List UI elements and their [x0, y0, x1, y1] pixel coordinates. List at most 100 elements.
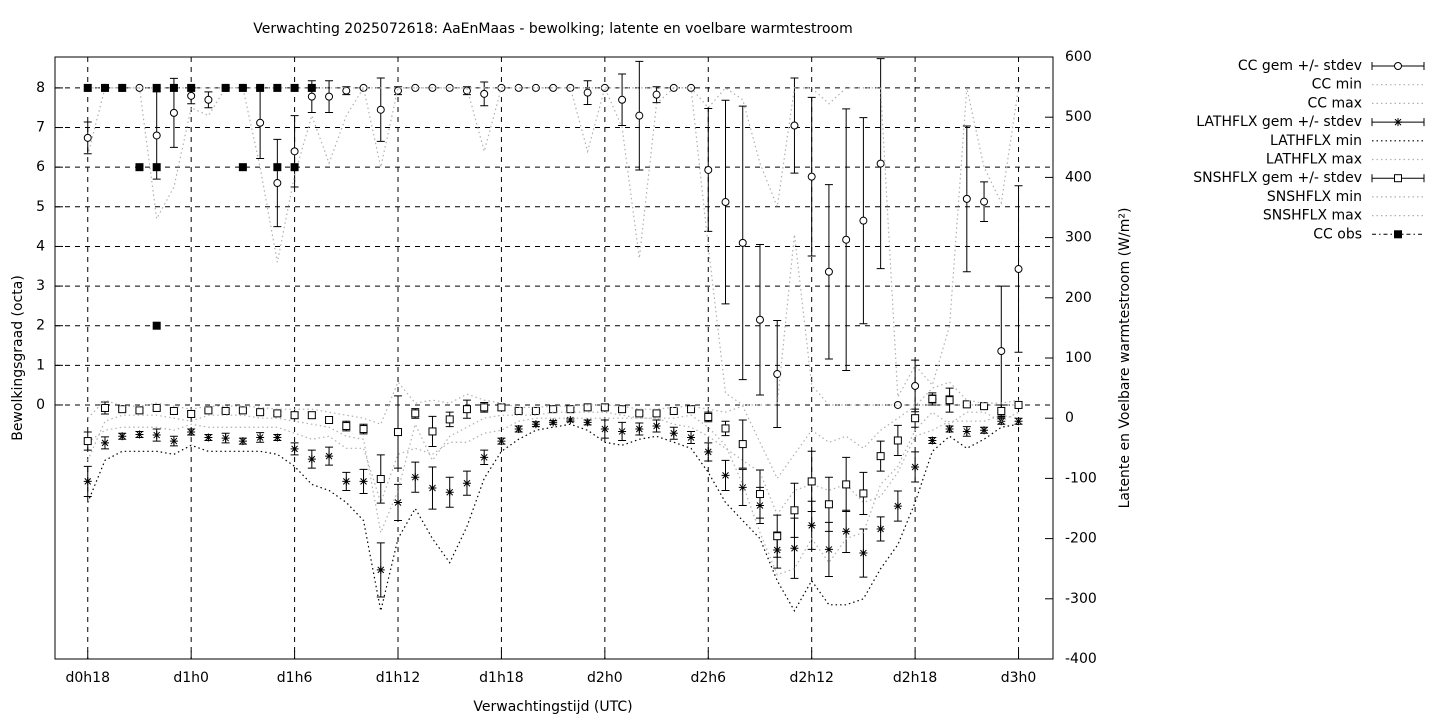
data-point [307, 411, 316, 420]
legend-label: LATHFLX max [1266, 152, 1362, 168]
y2-tick-label: 100 [1065, 350, 1092, 366]
data-point [428, 484, 437, 493]
data-point [445, 488, 454, 497]
data-point [652, 90, 661, 99]
data-point [221, 434, 230, 443]
x-axis-label: Verwachtingstijd (UTC) [473, 699, 632, 715]
data-point [893, 502, 902, 511]
data-point [824, 545, 833, 554]
data-point [221, 83, 230, 92]
data-point [135, 430, 144, 439]
data-point [342, 86, 351, 95]
data-point [152, 131, 161, 140]
data-point [342, 477, 351, 486]
legend-marker [1394, 62, 1402, 70]
data-point [928, 436, 937, 445]
y-tick-label: 6 [36, 159, 45, 175]
legend-marker [1394, 174, 1402, 183]
data-point [221, 406, 230, 415]
y2-tick-label: 500 [1065, 109, 1092, 125]
data-point [307, 83, 316, 92]
data-point [704, 412, 713, 421]
data-point [842, 235, 851, 244]
data-point [635, 409, 644, 418]
y-axis-label: Bewolkingsgraad (octa) [10, 275, 26, 441]
data-point [307, 455, 316, 464]
y2-tick-label: -100 [1065, 470, 1097, 486]
data-point [652, 409, 661, 418]
data-point [876, 159, 885, 168]
data-point [773, 370, 782, 379]
data-point [911, 462, 920, 471]
data-point [256, 83, 265, 92]
data-point [480, 89, 489, 98]
x-tick-label: d0h18 [66, 670, 110, 686]
data-point [238, 437, 247, 446]
data-point [118, 405, 127, 414]
legend-marker [1394, 230, 1402, 239]
data-point [738, 238, 747, 247]
y-tick-label: 5 [36, 199, 45, 215]
data-point [618, 405, 627, 414]
y-tick-label: 7 [36, 120, 45, 136]
data-point [600, 83, 609, 92]
data-point [273, 179, 282, 188]
data-point [876, 524, 885, 533]
data-point [583, 88, 592, 97]
data-point [1014, 417, 1023, 426]
data-point [893, 436, 902, 445]
data-point [911, 381, 920, 390]
data-point [238, 163, 247, 172]
y-tick-label: 3 [36, 278, 45, 294]
data-point [531, 83, 540, 92]
data-point [238, 83, 247, 92]
data-point [290, 411, 299, 420]
data-point [962, 194, 971, 203]
data-point [462, 405, 471, 414]
data-point [307, 92, 316, 101]
data-point [755, 490, 764, 499]
data-point [118, 432, 127, 441]
y2-tick-label: -200 [1065, 531, 1097, 547]
data-point [549, 418, 558, 427]
data-point [118, 83, 127, 92]
data-point [238, 406, 247, 415]
data-point [928, 394, 937, 403]
legend-marker [1394, 118, 1402, 127]
data-point [100, 83, 109, 92]
data-point [687, 433, 696, 442]
data-point [962, 427, 971, 436]
data-point [83, 437, 92, 446]
data-point [1014, 265, 1023, 274]
data-point [394, 428, 403, 437]
min-max-line [87, 411, 1019, 576]
data-point [997, 406, 1006, 415]
data-point [842, 527, 851, 536]
data-point [738, 440, 747, 449]
data-point [790, 506, 799, 515]
data-point [669, 429, 678, 438]
data-point [187, 409, 196, 418]
data-point [859, 489, 868, 498]
data-point [480, 453, 489, 462]
data-point [807, 172, 816, 181]
data-point [755, 315, 764, 324]
y2-axis-label: Latente en Voelbare warmtestroom (W/m²) [1117, 208, 1133, 509]
data-point [704, 447, 713, 456]
plot-frame [54, 56, 1054, 660]
min-max-line [87, 87, 1020, 400]
x-tick-label: d3h0 [1001, 670, 1037, 686]
data-point [721, 471, 730, 480]
data-point [273, 83, 282, 92]
data-point [531, 406, 540, 415]
data-point [514, 425, 523, 434]
y-tick-label: 2 [36, 318, 45, 334]
data-point [376, 475, 385, 484]
data-point [83, 133, 92, 142]
data-point [342, 422, 351, 431]
data-point [652, 422, 661, 431]
data-point [204, 95, 213, 104]
data-point [635, 111, 644, 120]
